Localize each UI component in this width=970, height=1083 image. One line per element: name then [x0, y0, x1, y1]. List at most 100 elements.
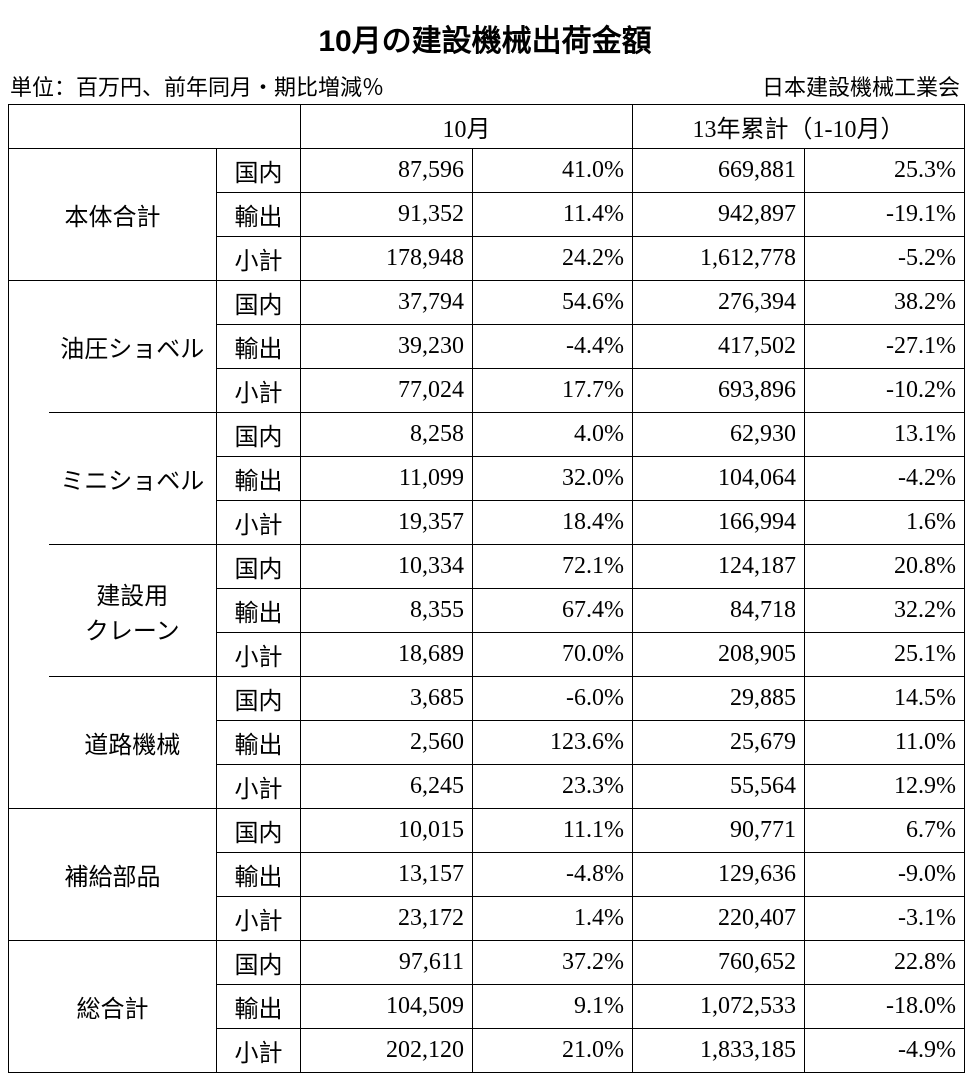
cell: 67.4%	[473, 589, 633, 633]
cell: 8,355	[301, 589, 473, 633]
cell: 54.6%	[473, 281, 633, 325]
cell: 91,352	[301, 193, 473, 237]
category-road: 道路機械	[49, 677, 217, 809]
subrow-label: 小計	[217, 369, 301, 413]
table-row: 本体合計 国内 87,596 41.0% 669,881 25.3%	[9, 149, 965, 193]
subrow-label: 国内	[217, 413, 301, 457]
cell: 77,024	[301, 369, 473, 413]
subrow-label: 輸出	[217, 325, 301, 369]
table-header-row: 10月 13年累計（1-10月）	[9, 105, 965, 149]
cell: -18.0%	[805, 985, 965, 1029]
cell: 24.2%	[473, 237, 633, 281]
cell: 220,407	[633, 897, 805, 941]
cell: 9.1%	[473, 985, 633, 1029]
cell: 123.6%	[473, 721, 633, 765]
cell: 1,612,778	[633, 237, 805, 281]
subrow-label: 小計	[217, 501, 301, 545]
cell: 3,685	[301, 677, 473, 721]
cell: 166,994	[633, 501, 805, 545]
page-title: 10月の建設機械出荷金額	[8, 16, 962, 60]
cell: 669,881	[633, 149, 805, 193]
cell: 693,896	[633, 369, 805, 413]
cell: 4.0%	[473, 413, 633, 457]
cell: 6.7%	[805, 809, 965, 853]
cell: 87,596	[301, 149, 473, 193]
cell: 13.1%	[805, 413, 965, 457]
cell: -19.1%	[805, 193, 965, 237]
category-hyd-shovel: 油圧ショベル	[49, 281, 217, 413]
cell: 124,187	[633, 545, 805, 589]
subrow-label: 輸出	[217, 589, 301, 633]
cell: 18,689	[301, 633, 473, 677]
cell: 202,120	[301, 1029, 473, 1073]
subrow-label: 国内	[217, 149, 301, 193]
header-blank	[9, 105, 301, 149]
subrow-label: 国内	[217, 809, 301, 853]
subrow-label: 国内	[217, 545, 301, 589]
cell: 11.0%	[805, 721, 965, 765]
cell: 70.0%	[473, 633, 633, 677]
cell: 104,064	[633, 457, 805, 501]
subrow-label: 輸出	[217, 721, 301, 765]
cell: -4.9%	[805, 1029, 965, 1073]
table-row: 油圧ショベル 国内 37,794 54.6% 276,394 38.2%	[9, 281, 965, 325]
cell: 10,015	[301, 809, 473, 853]
cell: 129,636	[633, 853, 805, 897]
cell: -27.1%	[805, 325, 965, 369]
cell: 38.2%	[805, 281, 965, 325]
table-row: 建設用 クレーン 国内 10,334 72.1% 124,187 20.8%	[9, 545, 965, 589]
cell: 84,718	[633, 589, 805, 633]
subrow-label: 輸出	[217, 193, 301, 237]
cell: 11.1%	[473, 809, 633, 853]
cell: 11.4%	[473, 193, 633, 237]
subrow-label: 小計	[217, 237, 301, 281]
subrow-label: 小計	[217, 765, 301, 809]
cell: 37,794	[301, 281, 473, 325]
cell: 32.0%	[473, 457, 633, 501]
cell: 14.5%	[805, 677, 965, 721]
cell: 12.9%	[805, 765, 965, 809]
subrow-label: 国内	[217, 677, 301, 721]
indent-blank	[9, 281, 49, 809]
cell: 11,099	[301, 457, 473, 501]
meta-row: 単位：百万円、前年同月・期比増減％ 日本建設機械工業会	[10, 70, 960, 102]
cell: 208,905	[633, 633, 805, 677]
cell: 178,948	[301, 237, 473, 281]
cell: 39,230	[301, 325, 473, 369]
cell: -10.2%	[805, 369, 965, 413]
cell: 23,172	[301, 897, 473, 941]
cell: 25.3%	[805, 149, 965, 193]
cell: 2,560	[301, 721, 473, 765]
cell: -5.2%	[805, 237, 965, 281]
table-row: 道路機械 国内 3,685 -6.0% 29,885 14.5%	[9, 677, 965, 721]
cell: 1,072,533	[633, 985, 805, 1029]
cell: 97,611	[301, 941, 473, 985]
subrow-label: 輸出	[217, 985, 301, 1029]
cell: 8,258	[301, 413, 473, 457]
table-row: 総合計 国内 97,611 37.2% 760,652 22.8%	[9, 941, 965, 985]
cell: 417,502	[633, 325, 805, 369]
subrow-label: 小計	[217, 897, 301, 941]
cell: 1,833,185	[633, 1029, 805, 1073]
cell: 90,771	[633, 809, 805, 853]
cell: 276,394	[633, 281, 805, 325]
header-period1: 10月	[301, 105, 633, 149]
cell: -4.2%	[805, 457, 965, 501]
cell: 104,509	[301, 985, 473, 1029]
cell: 25.1%	[805, 633, 965, 677]
cell: 18.4%	[473, 501, 633, 545]
source-label: 日本建設機械工業会	[762, 70, 960, 102]
cell: 10,334	[301, 545, 473, 589]
category-body-total: 本体合計	[9, 149, 217, 281]
category-crane: 建設用 クレーン	[49, 545, 217, 677]
table-row: ミニショベル 国内 8,258 4.0% 62,930 13.1%	[9, 413, 965, 457]
header-period2: 13年累計（1-10月）	[633, 105, 965, 149]
cell: 760,652	[633, 941, 805, 985]
subrow-label: 国内	[217, 941, 301, 985]
cell: 23.3%	[473, 765, 633, 809]
category-grand-total: 総合計	[9, 941, 217, 1073]
cell: 22.8%	[805, 941, 965, 985]
cell: -9.0%	[805, 853, 965, 897]
subrow-label: 輸出	[217, 457, 301, 501]
cell: 37.2%	[473, 941, 633, 985]
